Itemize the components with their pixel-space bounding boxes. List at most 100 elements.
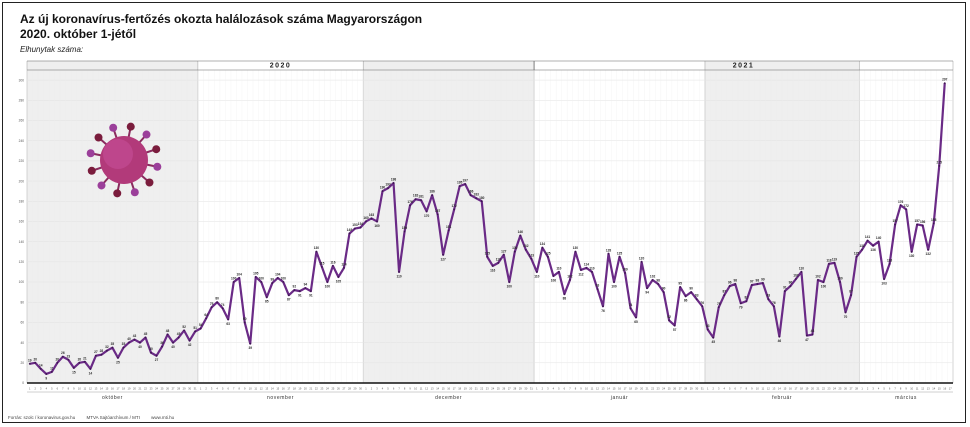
data-point — [508, 281, 511, 283]
day-tick-label: 12 — [596, 387, 599, 391]
day-tick-label: 19 — [805, 387, 808, 391]
data-label: 35 — [122, 342, 126, 346]
data-label: 23 — [67, 354, 71, 358]
data-label: 102 — [567, 275, 573, 279]
data-label: 186 — [429, 190, 435, 194]
virus-spike-tip — [153, 162, 162, 171]
data-point — [552, 275, 555, 277]
day-tick-label: 24 — [662, 387, 665, 391]
data-point — [370, 217, 373, 220]
data-point — [541, 246, 544, 249]
day-tick-label: 10 — [585, 387, 588, 391]
data-point — [293, 289, 296, 292]
virus-spike-tip — [145, 178, 154, 187]
data-point — [497, 261, 500, 264]
data-point — [822, 281, 825, 283]
day-tick-label: 12 — [425, 387, 428, 391]
data-point — [585, 266, 588, 269]
day-tick-label: 20 — [469, 387, 472, 391]
data-label: 87 — [287, 298, 291, 302]
day-tick-label: 8 — [238, 387, 240, 391]
day-tick-label: 22 — [144, 387, 147, 391]
data-label: 88 — [563, 297, 567, 301]
data-label: 110 — [799, 266, 804, 270]
data-point — [227, 318, 230, 321]
day-tick-label: 26 — [673, 387, 676, 391]
data-label: 148 — [347, 228, 353, 232]
data-label: 19 — [28, 358, 32, 362]
data-label: 74 — [221, 303, 225, 307]
data-label: 136 — [870, 248, 876, 252]
data-point — [72, 366, 75, 369]
data-label: 114 — [584, 262, 589, 266]
data-label: 100 — [507, 285, 513, 289]
data-label: 14 — [89, 371, 93, 375]
data-label: 21 — [83, 356, 87, 360]
data-point — [502, 253, 505, 256]
data-point — [282, 281, 285, 283]
data-point — [839, 281, 841, 283]
day-tick-label: 6 — [735, 387, 737, 391]
data-point — [535, 271, 538, 273]
data-point — [67, 358, 70, 361]
data-point — [387, 187, 389, 190]
day-tick-label: 29 — [519, 387, 522, 391]
data-point — [684, 295, 687, 298]
data-label: 172 — [452, 204, 458, 208]
data-point — [701, 305, 704, 308]
day-tick-label: 27 — [342, 387, 345, 391]
virus-spike-tip — [152, 145, 161, 154]
data-point — [150, 351, 152, 354]
day-tick-label: 23 — [657, 387, 660, 391]
data-label: 27 — [94, 350, 98, 354]
day-tick-label: 21 — [817, 387, 820, 391]
y-tick-label: 120 — [19, 260, 25, 264]
day-tick-label: 6 — [393, 387, 395, 391]
data-label: 114 — [341, 262, 346, 266]
data-point — [166, 333, 169, 336]
data-point — [894, 223, 897, 226]
data-point — [265, 296, 268, 299]
data-point — [216, 301, 219, 304]
data-label: 154 — [358, 222, 364, 226]
day-tick-label: 13 — [927, 387, 930, 391]
data-label: 76 — [772, 301, 776, 305]
data-label: 99 — [761, 278, 765, 282]
day-tick-label: 16 — [447, 387, 450, 391]
data-point — [436, 213, 439, 216]
day-tick-label: 8 — [900, 387, 902, 391]
data-label: 83 — [695, 294, 699, 298]
data-point — [635, 316, 637, 319]
day-tick-label: 11 — [916, 387, 919, 391]
day-tick-label: 30 — [188, 387, 191, 391]
data-point — [855, 255, 858, 258]
data-label: 40 — [171, 345, 175, 349]
data-label: 176 — [407, 200, 413, 204]
data-point — [690, 291, 693, 294]
day-tick-label: 27 — [172, 387, 175, 391]
day-tick-label: 22 — [651, 387, 654, 391]
data-point — [232, 281, 235, 283]
day-tick-label: 5 — [729, 387, 731, 391]
data-label: 40 — [127, 337, 131, 341]
data-label: 103 — [793, 274, 799, 278]
data-point — [607, 252, 610, 255]
data-point — [513, 250, 516, 253]
day-tick-label: 4 — [724, 387, 726, 391]
data-label: 167 — [435, 209, 441, 213]
day-tick-label: 9 — [905, 387, 907, 391]
data-label: 70 — [844, 315, 848, 319]
data-label: 26 — [61, 351, 65, 355]
data-point — [679, 286, 682, 288]
virus-spike-tip — [113, 189, 122, 198]
data-label: 104 — [275, 272, 281, 276]
day-tick-label: 7 — [233, 387, 235, 391]
data-point — [161, 345, 163, 348]
data-point — [668, 319, 671, 322]
day-tick-label: 13 — [265, 387, 268, 391]
day-tick-label: 2 — [542, 387, 544, 391]
data-point — [144, 336, 147, 339]
data-label: 64 — [204, 313, 208, 317]
data-label: 102 — [815, 275, 821, 279]
